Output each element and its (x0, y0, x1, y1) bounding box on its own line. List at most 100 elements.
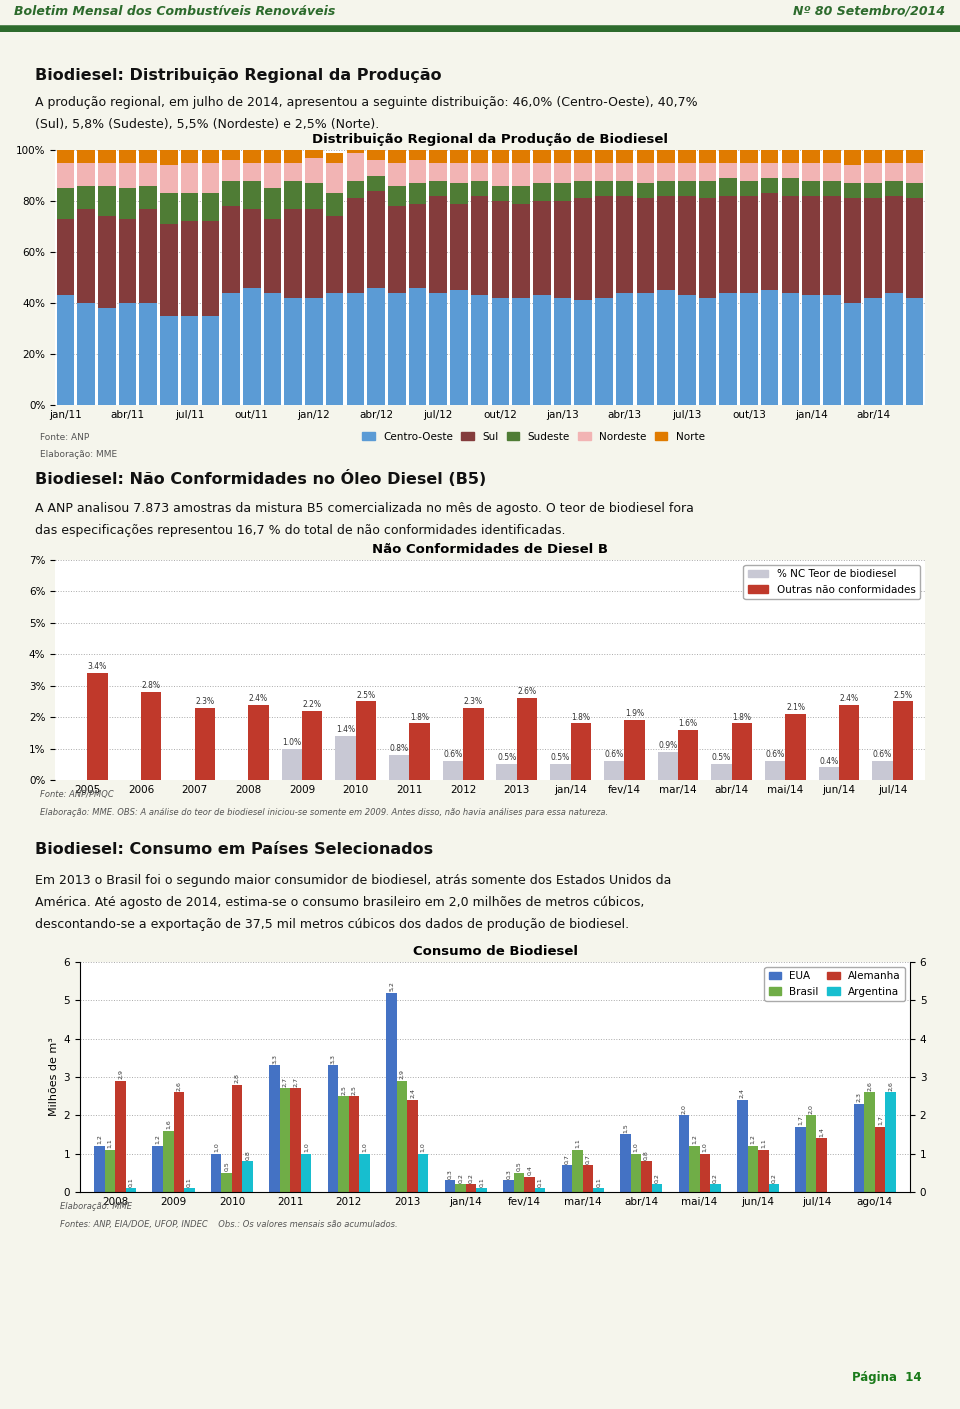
Bar (554, 297, 571, 404)
Bar (823, 180, 841, 196)
Bar (658, 290, 675, 404)
Bar (180, 221, 199, 316)
Title: Distribuição Regional da Produção de Biodiesel: Distribuição Regional da Produção de Bio… (312, 132, 668, 147)
Bar (492, 149, 509, 163)
Bar (98, 186, 115, 217)
Bar (604, 761, 624, 781)
Bar (819, 768, 839, 781)
Bar (470, 296, 489, 404)
Bar (885, 149, 902, 163)
Bar (823, 196, 841, 296)
Bar (906, 149, 924, 163)
Bar (583, 1165, 593, 1192)
Bar (444, 1181, 455, 1192)
Bar (678, 196, 696, 296)
Bar (338, 1096, 348, 1192)
Text: 2.3%: 2.3% (195, 697, 214, 706)
Bar (570, 723, 591, 781)
Bar (554, 149, 571, 163)
Bar (844, 199, 861, 303)
Bar (781, 178, 799, 196)
Text: 0,7: 0,7 (586, 1154, 590, 1164)
Text: 1.8%: 1.8% (410, 713, 429, 721)
Bar (223, 180, 240, 206)
Bar (325, 163, 344, 193)
Bar (450, 163, 468, 183)
Bar (689, 1146, 700, 1192)
Text: 0.5%: 0.5% (497, 754, 516, 762)
Title: Consumo de Biodiesel: Consumo de Biodiesel (413, 945, 578, 958)
Text: 2,7: 2,7 (282, 1076, 288, 1086)
Bar (803, 180, 820, 196)
Bar (516, 699, 538, 781)
Bar (243, 287, 260, 404)
Bar (325, 193, 344, 217)
Text: 2,8: 2,8 (235, 1074, 240, 1084)
Bar (781, 163, 799, 178)
Bar (873, 761, 893, 781)
Bar (409, 161, 426, 183)
Bar (368, 176, 385, 190)
Bar (631, 1154, 641, 1192)
Text: 1,7: 1,7 (877, 1116, 882, 1126)
Bar (87, 674, 108, 781)
Text: 2.3%: 2.3% (464, 697, 483, 706)
Text: 1,7: 1,7 (798, 1116, 804, 1126)
Bar (533, 183, 551, 201)
Bar (615, 293, 634, 404)
Bar (839, 704, 859, 781)
Text: 0,1: 0,1 (479, 1177, 484, 1186)
Text: 2,4: 2,4 (740, 1089, 745, 1099)
Bar (119, 218, 136, 303)
Y-axis label: Milhões de m³: Milhões de m³ (50, 1037, 60, 1116)
Bar (284, 180, 302, 209)
Text: 0,2: 0,2 (713, 1172, 718, 1182)
Text: 0.6%: 0.6% (605, 750, 624, 759)
Bar (223, 149, 240, 161)
Bar (719, 178, 737, 196)
Bar (533, 201, 551, 296)
Bar (758, 1150, 769, 1192)
Bar (325, 217, 344, 293)
Bar (699, 163, 716, 180)
Text: 2,9: 2,9 (118, 1069, 123, 1079)
Text: 1,1: 1,1 (575, 1138, 580, 1148)
Bar (699, 180, 716, 199)
Bar (202, 149, 219, 163)
Bar (409, 287, 426, 404)
Text: 0,2: 0,2 (771, 1172, 777, 1182)
Text: Nº 80 Setembro/2014: Nº 80 Setembro/2014 (794, 4, 946, 18)
Bar (533, 163, 551, 183)
Bar (740, 163, 757, 180)
Bar (740, 293, 757, 404)
Bar (470, 196, 489, 296)
Bar (885, 293, 902, 404)
Bar (513, 186, 530, 203)
Bar (492, 163, 509, 186)
Bar (450, 149, 468, 163)
Bar (180, 163, 199, 193)
Text: 1,2: 1,2 (156, 1134, 160, 1144)
Bar (202, 316, 219, 404)
Bar (503, 1181, 514, 1192)
Text: 1.8%: 1.8% (732, 713, 752, 721)
Text: descontando-se a exportação de 37,5 mil metros cúbicos dos dados de produção de : descontando-se a exportação de 37,5 mil … (35, 919, 629, 931)
Bar (280, 1089, 291, 1192)
Text: 2.6%: 2.6% (517, 688, 537, 696)
Bar (139, 303, 157, 404)
Bar (284, 297, 302, 404)
Bar (386, 993, 396, 1192)
Text: 2,0: 2,0 (808, 1103, 814, 1113)
Text: 2,5: 2,5 (351, 1085, 356, 1095)
Text: 1,5: 1,5 (623, 1123, 628, 1133)
Bar (450, 183, 468, 203)
Bar (513, 163, 530, 186)
Bar (652, 1185, 662, 1192)
Bar (554, 183, 571, 201)
Bar (679, 1116, 689, 1192)
Text: 0,8: 0,8 (245, 1150, 251, 1160)
Bar (163, 1130, 174, 1192)
Bar (748, 1146, 758, 1192)
Bar (658, 196, 675, 290)
Bar (77, 186, 95, 209)
